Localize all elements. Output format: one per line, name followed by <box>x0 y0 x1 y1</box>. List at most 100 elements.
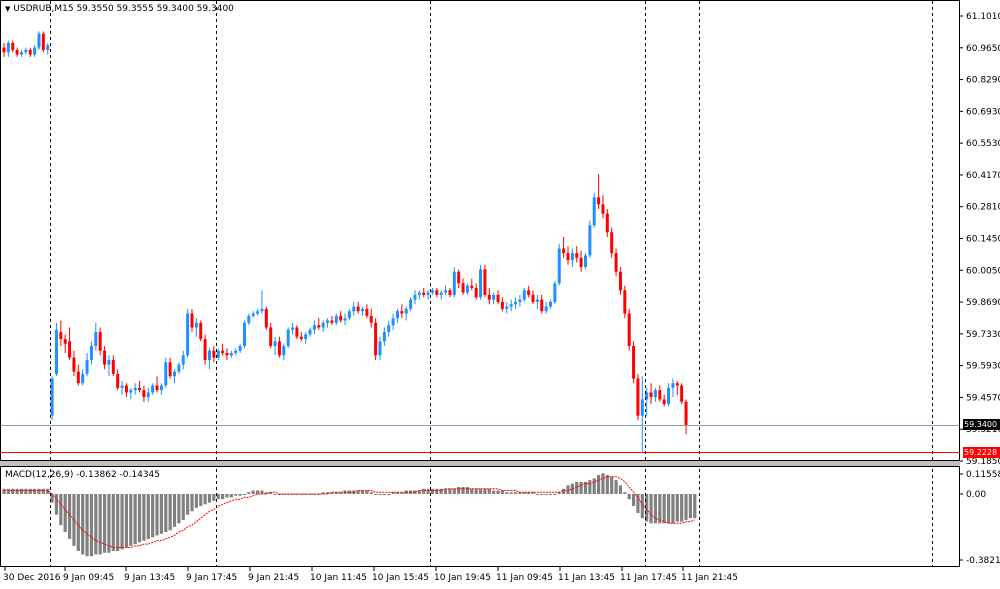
candle-body <box>194 322 198 328</box>
macd-axis-label: 0.00 <box>966 490 986 500</box>
price-axis-label: 60.5530 <box>966 139 1000 149</box>
macd-bar <box>684 493 688 520</box>
macd-bar <box>435 488 439 494</box>
current-price-tag: 59.3400 <box>963 419 1000 430</box>
candle-body <box>448 290 452 295</box>
macd-bar <box>522 492 526 494</box>
macd-bar <box>67 493 72 539</box>
candle-body <box>387 325 391 333</box>
macd-bar <box>94 493 98 555</box>
candle-body <box>277 341 281 356</box>
macd-bar <box>653 493 658 524</box>
macd-bar <box>452 488 456 494</box>
macd-bar <box>465 487 470 494</box>
candle-body <box>579 257 583 268</box>
macd-bar <box>72 493 76 546</box>
symbol-header[interactable]: ▼ USDRUB,M15 59.3550 59.3555 59.3400 59.… <box>5 4 234 15</box>
candle-body <box>107 359 111 365</box>
macd-bar <box>247 492 251 494</box>
candle-body <box>496 294 500 302</box>
macd-bar <box>133 493 137 545</box>
macd-bar <box>15 488 19 494</box>
macd-bar <box>548 493 553 495</box>
time-axis-label: 10 Jan 15:45 <box>372 573 429 583</box>
macd-bar <box>63 493 67 532</box>
macd-bar <box>575 481 579 494</box>
candle-body <box>575 253 579 258</box>
collapse-arrow-icon[interactable]: ▼ <box>5 5 11 13</box>
candle-body <box>264 308 268 328</box>
macd-axis-label: 0.11558 <box>966 470 1000 480</box>
candle-body <box>514 301 518 305</box>
price-panel[interactable] <box>2 31 688 453</box>
macd-bar <box>129 493 133 546</box>
macd-bar <box>339 492 343 494</box>
price-axis-label: 61.1010 <box>966 12 1000 22</box>
candle-body <box>242 322 246 347</box>
candle-body <box>229 353 233 356</box>
macd-bar <box>59 493 63 526</box>
candle-body <box>282 346 286 356</box>
macd-bar <box>592 478 596 494</box>
candle-body <box>382 332 386 342</box>
candle-body <box>33 47 37 55</box>
macd-bar <box>207 493 212 503</box>
candle-body <box>347 311 351 319</box>
macd-bar <box>334 492 338 494</box>
candle-body <box>186 313 190 356</box>
candle-body <box>24 49 28 53</box>
candle-body <box>583 255 587 268</box>
macd-bar <box>255 490 260 494</box>
macd-bar <box>360 490 365 494</box>
price-axis-label: 60.4170 <box>966 171 1000 181</box>
macd-bar <box>282 493 286 495</box>
candle-body <box>28 49 32 55</box>
price-axis-label: 59.8690 <box>966 298 1000 308</box>
candle-body <box>605 213 609 233</box>
macd-bar <box>461 487 465 494</box>
candle-body <box>190 313 194 328</box>
macd-bar <box>391 492 395 494</box>
candle-body <box>334 315 338 323</box>
candle-body <box>81 373 85 384</box>
candle-body <box>557 248 561 284</box>
candle-body <box>378 341 382 356</box>
candle-body <box>505 306 509 309</box>
candle-body <box>339 315 343 321</box>
price-axis-label: 59.7330 <box>966 330 1000 340</box>
macd-bar <box>649 493 653 524</box>
macd-bar <box>658 493 662 524</box>
macd-bar <box>107 493 111 553</box>
candle-body <box>435 290 439 295</box>
macd-bar <box>54 493 59 515</box>
time-axis-label: 11 Jan 13:45 <box>558 573 615 583</box>
macd-bar <box>540 493 544 495</box>
macd-bar <box>216 493 220 500</box>
candle-body <box>54 329 58 374</box>
candle-body <box>671 383 675 388</box>
time-axis-label: 30 Dec 2016 <box>3 573 61 583</box>
macd-bar <box>474 488 478 494</box>
macd-bar <box>553 493 557 495</box>
candle-body <box>159 385 163 391</box>
macd-bar <box>562 488 566 494</box>
macd-bar <box>544 493 548 495</box>
macd-bar <box>194 493 198 508</box>
price-axis-label: 59.5930 <box>966 362 1000 372</box>
candle-body <box>177 364 181 372</box>
candle-body <box>225 353 229 356</box>
candle-body <box>120 385 124 388</box>
candle-body <box>632 346 636 379</box>
candle-body <box>444 290 448 293</box>
candle-body <box>173 371 177 377</box>
macd-bar <box>596 474 601 494</box>
macd-bar <box>387 493 391 495</box>
macd-panel[interactable] <box>2 473 697 557</box>
macd-bar <box>601 473 605 494</box>
macd-bar <box>680 493 684 522</box>
macd-bar <box>6 488 10 494</box>
candle-body <box>321 322 325 328</box>
macd-bar <box>395 492 400 494</box>
